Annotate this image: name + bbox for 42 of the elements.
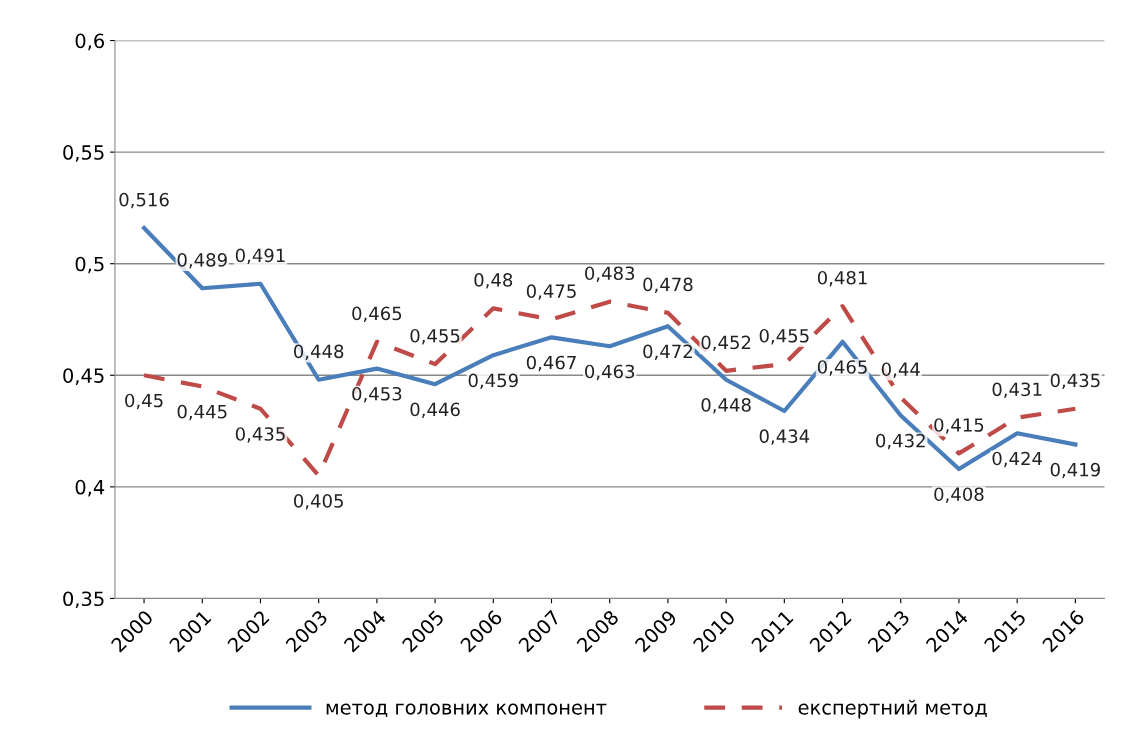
data-label: 0,491 bbox=[235, 248, 285, 265]
data-label: 0,478 bbox=[643, 277, 693, 294]
data-label: 0,435 bbox=[1050, 373, 1100, 390]
data-label: 0,467 bbox=[526, 355, 576, 372]
data-label: 0,455 bbox=[759, 328, 809, 345]
data-label: 0,459 bbox=[468, 373, 518, 390]
y-tick-label: 0,4 bbox=[75, 479, 105, 497]
y-tick-label: 0,6 bbox=[75, 33, 105, 51]
data-label: 0,481 bbox=[817, 270, 867, 287]
data-label: 0,455 bbox=[410, 328, 460, 345]
y-tick-label: 0,5 bbox=[75, 256, 104, 274]
data-label: 0,48 bbox=[474, 273, 513, 289]
y-tick-label: 0,35 bbox=[63, 591, 104, 609]
data-label: 0,419 bbox=[1050, 462, 1100, 479]
data-label: 0,45 bbox=[125, 393, 163, 410]
data-label: 0,445 bbox=[177, 404, 227, 421]
data-label: 0,432 bbox=[876, 433, 925, 450]
data-label: 0,44 bbox=[881, 362, 920, 378]
data-label: 0,465 bbox=[352, 306, 402, 323]
data-label: 0,448 bbox=[701, 398, 751, 414]
data-label: 0,431 bbox=[992, 382, 1042, 398]
data-label: 0,408 bbox=[934, 487, 984, 503]
data-label: 0,463 bbox=[585, 364, 635, 381]
data-label: 0,435 bbox=[235, 427, 285, 443]
data-label: 0,453 bbox=[352, 386, 402, 403]
legend-label: метод головних компонент bbox=[326, 703, 607, 718]
data-label: 0,516 bbox=[119, 192, 169, 209]
y-tick-label: 0,55 bbox=[63, 145, 104, 162]
data-label: 0,489 bbox=[177, 253, 227, 269]
data-label: 0,475 bbox=[526, 284, 576, 300]
data-label: 0,446 bbox=[410, 402, 460, 419]
data-label: 0,415 bbox=[934, 418, 984, 434]
data-label: 0,424 bbox=[992, 451, 1042, 468]
data-label: 0,452 bbox=[701, 335, 751, 352]
legend-label: експертний метод bbox=[798, 699, 987, 719]
data-label: 0,483 bbox=[585, 266, 635, 282]
y-tick-label: 0,45 bbox=[63, 368, 104, 385]
data-label: 0,465 bbox=[817, 360, 867, 376]
data-label: 0,472 bbox=[643, 344, 692, 361]
data-label: 0,448 bbox=[294, 344, 344, 361]
data-label: 0,405 bbox=[294, 494, 343, 510]
data-label: 0,434 bbox=[759, 429, 810, 445]
